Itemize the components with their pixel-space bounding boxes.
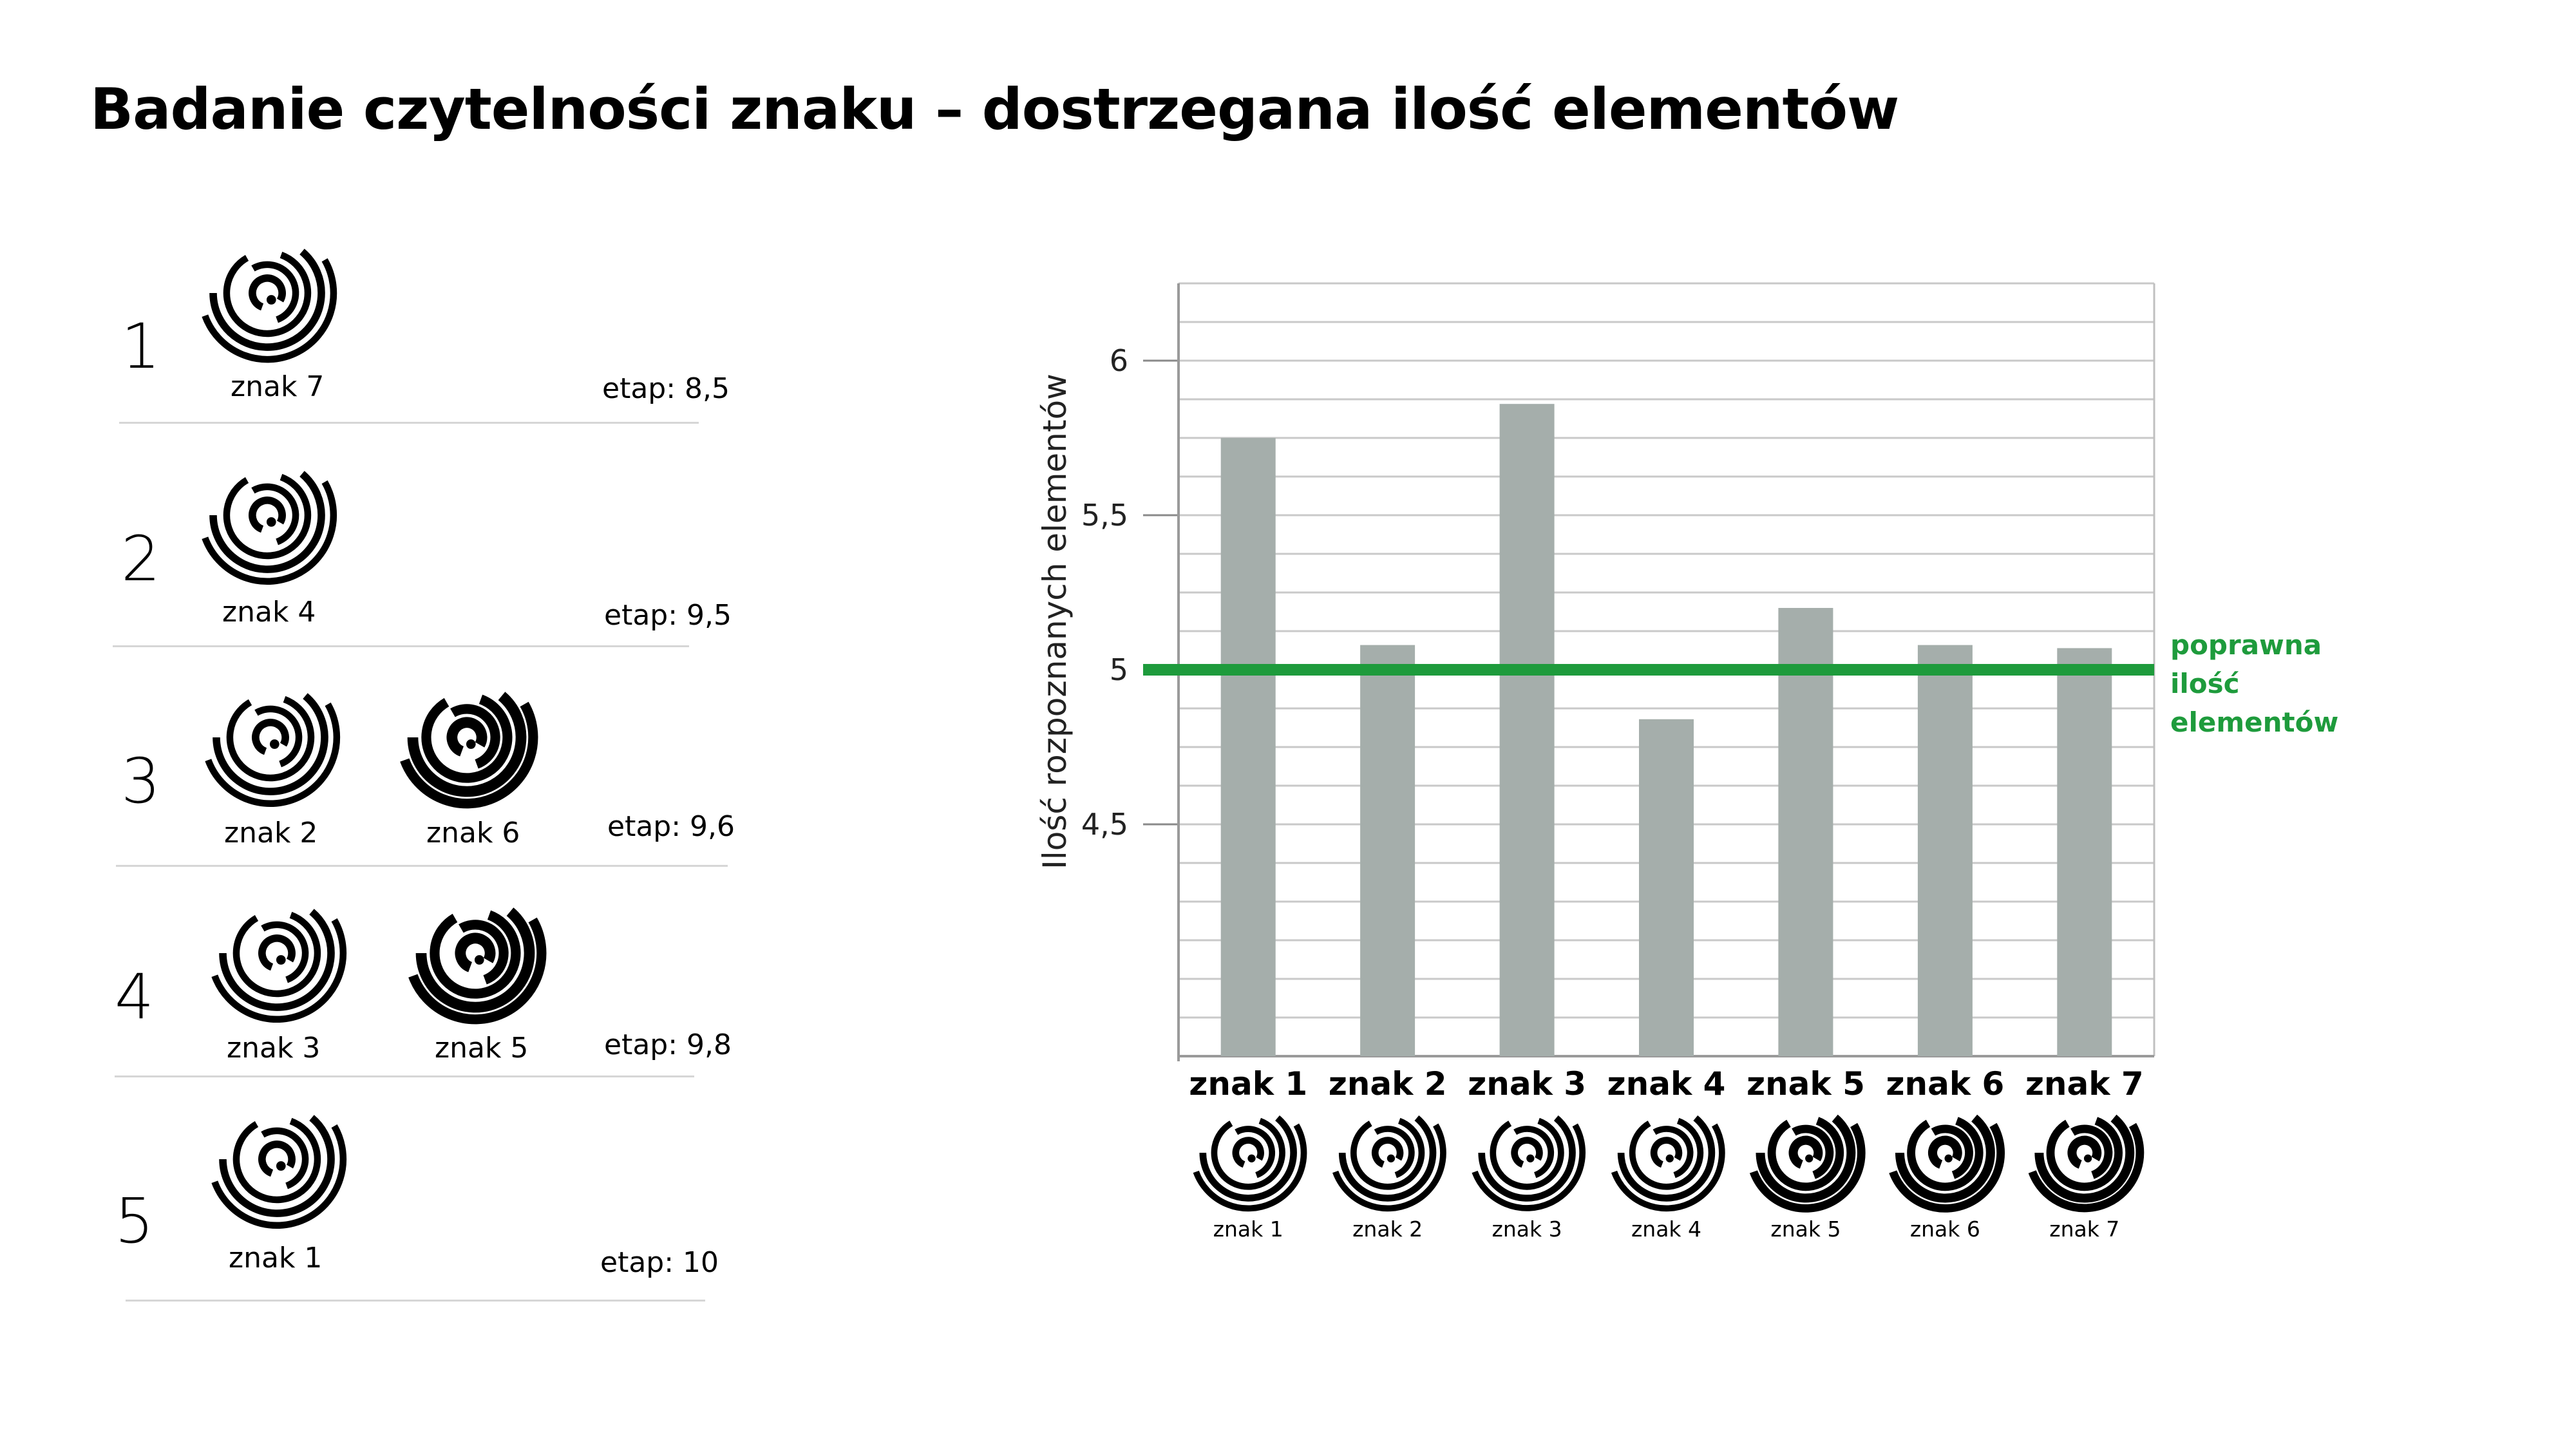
sign-logo-icon bbox=[1193, 1115, 1307, 1212]
x-tick-label: znak 7 bbox=[2025, 1065, 2144, 1103]
bar bbox=[1778, 608, 1833, 1056]
bar bbox=[2057, 648, 2112, 1056]
icon-caption: znak 4 bbox=[1631, 1217, 1701, 1242]
row-divider bbox=[113, 645, 689, 647]
sign-caption: znak 4 bbox=[222, 596, 316, 629]
y-tick-label: 5,5 bbox=[1081, 498, 1128, 533]
row-divider bbox=[126, 1300, 705, 1302]
sign-logo-icon bbox=[211, 1115, 347, 1229]
etap-value: etap: 9,8 bbox=[604, 1028, 732, 1061]
sign-logo-icon bbox=[1332, 1115, 1446, 1212]
sign-logo-icon bbox=[1889, 1114, 2005, 1213]
bar bbox=[1360, 645, 1416, 1056]
icon-caption: znak 3 bbox=[1492, 1217, 1562, 1242]
x-tick-label: znak 3 bbox=[1468, 1065, 1586, 1103]
y-tick-label: 4,5 bbox=[1081, 807, 1128, 842]
rank-number: 2 bbox=[121, 523, 161, 595]
bar bbox=[1220, 438, 1276, 1056]
icon-caption: znak 1 bbox=[1213, 1217, 1283, 1242]
x-tick-label: znak 4 bbox=[1607, 1065, 1726, 1103]
sign-logo-icon bbox=[205, 693, 341, 808]
reference-legend-line-2: ilość bbox=[2170, 668, 2240, 699]
icon-caption: znak 6 bbox=[1910, 1217, 1980, 1242]
sign-logo-icon bbox=[400, 692, 538, 809]
x-tick-label: znak 6 bbox=[1886, 1065, 2004, 1103]
bar bbox=[1499, 404, 1555, 1056]
sign-logo-icon bbox=[211, 909, 347, 1023]
sign-logo-icon bbox=[2028, 1114, 2145, 1213]
sign-logo-icon bbox=[1611, 1115, 1725, 1212]
y-tick-label: 6 bbox=[1110, 343, 1128, 378]
row-divider bbox=[115, 1075, 694, 1077]
icon-caption: znak 2 bbox=[1352, 1217, 1423, 1242]
x-tick-label: znak 1 bbox=[1189, 1065, 1307, 1103]
icon-caption: znak 7 bbox=[2049, 1217, 2119, 1242]
x-tick-label: znak 2 bbox=[1329, 1065, 1447, 1103]
sign-caption: znak 6 bbox=[426, 817, 520, 849]
sign-caption: znak 2 bbox=[224, 817, 318, 849]
sign-caption: znak 3 bbox=[227, 1032, 321, 1065]
sign-caption: znak 1 bbox=[229, 1242, 323, 1274]
x-tick-label: znak 5 bbox=[1747, 1065, 1865, 1103]
rank-number: 4 bbox=[115, 961, 155, 1033]
slide-title: Badanie czytelności znaku – dostrzegana … bbox=[90, 76, 1899, 142]
sign-logo-icon bbox=[1472, 1115, 1586, 1211]
rank-number: 3 bbox=[121, 745, 161, 817]
y-axis-label: Ilość rozpoznanych elementów bbox=[1036, 374, 1074, 869]
reference-line-legend: poprawna ilość elementów bbox=[2170, 626, 2338, 742]
bar bbox=[1917, 645, 1973, 1056]
icon-caption: znak 5 bbox=[1770, 1217, 1841, 1242]
row-divider bbox=[119, 422, 699, 424]
sign-logo-icon bbox=[408, 907, 547, 1025]
y-tick-label: 5 bbox=[1110, 652, 1128, 687]
row-divider bbox=[116, 865, 728, 867]
etap-value: etap: 10 bbox=[600, 1246, 719, 1279]
rank-number: 5 bbox=[115, 1185, 155, 1257]
sign-logo-icon bbox=[1749, 1114, 1866, 1213]
etap-value: etap: 9,6 bbox=[607, 810, 735, 843]
etap-value: etap: 8,5 bbox=[602, 372, 730, 405]
reference-legend-line-1: poprawna bbox=[2170, 629, 2322, 661]
sign-caption: znak 7 bbox=[231, 370, 325, 403]
reference-legend-line-3: elementów bbox=[2170, 706, 2339, 738]
sign-logo-icon bbox=[202, 471, 337, 585]
sign-logo-icon bbox=[202, 249, 337, 363]
rank-number: 1 bbox=[121, 310, 161, 383]
bar bbox=[1639, 719, 1694, 1056]
etap-value: etap: 9,5 bbox=[604, 599, 732, 632]
sign-caption: znak 5 bbox=[435, 1032, 529, 1065]
